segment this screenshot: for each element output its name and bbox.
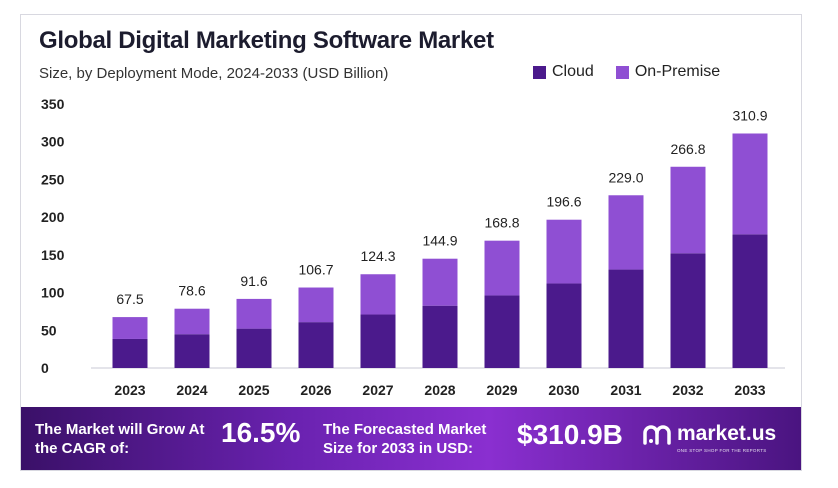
market-us-logo-icon (643, 425, 671, 445)
bar-on-premise-2029 (484, 240, 520, 296)
bar-on-premise-2032 (670, 166, 706, 254)
bar-cloud-2024 (174, 334, 210, 368)
bar-total-label-2023: 67.5 (116, 291, 143, 307)
x-tick-label-2031: 2031 (610, 382, 641, 398)
legend-label-on-premise: On-Premise (634, 63, 721, 80)
bar-cloud-2033 (732, 234, 768, 368)
cagr-value: 16.5% (221, 417, 301, 448)
bar-on-premise-2028 (422, 258, 458, 306)
logo-name: market.us (677, 422, 777, 445)
bar-on-premise-2025 (236, 298, 272, 329)
bar-cloud-2027 (360, 314, 396, 368)
logo-tagline: ONE STOP SHOP FOR THE REPORTS (677, 448, 767, 453)
x-tick-label-2026: 2026 (300, 382, 331, 398)
bar-on-premise-2030 (546, 219, 582, 284)
chart-card: Global Digital Marketing Software Market… (20, 14, 802, 471)
bar-total-label-2024: 78.6 (178, 283, 205, 299)
legend-item-cloud: Cloud (533, 63, 594, 81)
x-tick-label-2027: 2027 (362, 382, 393, 398)
y-tick-label: 250 (41, 171, 65, 187)
cagr-caption: The Market will Grow At the CAGR of: (35, 421, 205, 457)
bar-cloud-2029 (484, 295, 520, 368)
x-tick-label-2024: 2024 (176, 382, 207, 398)
x-tick-label-2029: 2029 (486, 382, 517, 398)
bar-total-label-2025: 91.6 (240, 273, 267, 289)
bar-on-premise-2024 (174, 308, 210, 335)
bar-on-premise-2031 (608, 195, 644, 270)
bar-total-label-2028: 144.9 (422, 233, 457, 249)
y-tick-label: 50 (41, 322, 57, 338)
y-tick-label: 100 (41, 285, 65, 301)
forecast-value: $310.9B (517, 419, 623, 450)
bar-total-label-2029: 168.8 (484, 215, 519, 231)
bar-on-premise-2033 (732, 133, 768, 235)
bar-on-premise-2027 (360, 274, 396, 315)
y-tick-label: 150 (41, 247, 65, 263)
bar-on-premise-2026 (298, 287, 334, 323)
legend-item-on-premise: On-Premise (615, 63, 721, 81)
bar-total-label-2027: 124.3 (360, 248, 395, 264)
x-tick-label-2030: 2030 (548, 382, 579, 398)
bar-total-label-2033: 310.9 (732, 107, 767, 123)
bar-cloud-2023 (112, 338, 148, 368)
bar-cloud-2025 (236, 328, 272, 368)
bar-cloud-2026 (298, 322, 334, 368)
y-tick-label: 200 (41, 209, 65, 225)
x-tick-label-2032: 2032 (672, 382, 703, 398)
legend-swatch-cloud (533, 65, 546, 79)
bar-cloud-2032 (670, 253, 706, 368)
bar-total-label-2026: 106.7 (298, 262, 333, 278)
x-tick-label-2033: 2033 (734, 382, 765, 398)
bar-total-label-2031: 229.0 (608, 169, 643, 185)
y-tick-label: 0 (41, 360, 49, 376)
y-tick-label: 300 (41, 134, 65, 150)
bar-cloud-2030 (546, 283, 582, 368)
forecast-caption: The Forecasted Market Size for 2033 in U… (323, 421, 487, 457)
bar-cloud-2031 (608, 269, 644, 368)
bar-total-label-2032: 266.8 (670, 141, 705, 157)
x-tick-label-2025: 2025 (238, 382, 269, 398)
legend-swatch-on-premise (615, 65, 629, 79)
legend: Cloud On-Premise (533, 63, 742, 81)
bar-total-label-2030: 196.6 (546, 194, 581, 210)
bar-on-premise-2023 (112, 317, 148, 339)
brand-logo: market.us ONE STOP SHOP FOR THE REPORTS (641, 421, 777, 453)
bar-chart: 0 50 100 150 200 250 300 350 67.5 2023 78.6 2024 91.… (41, 96, 785, 398)
x-tick-label-2023: 2023 (114, 382, 145, 398)
footer-banner: The Market will Grow At the CAGR of: 16.… (21, 407, 801, 470)
bar-cloud-2028 (422, 305, 458, 368)
legend-label-cloud: Cloud (552, 63, 594, 80)
chart-title: Global Digital Marketing Software Market (39, 27, 494, 54)
x-tick-label-2028: 2028 (424, 382, 455, 398)
chart-subtitle: Size, by Deployment Mode, 2024-2033 (USD… (39, 65, 389, 82)
y-tick-label: 350 (41, 96, 65, 112)
